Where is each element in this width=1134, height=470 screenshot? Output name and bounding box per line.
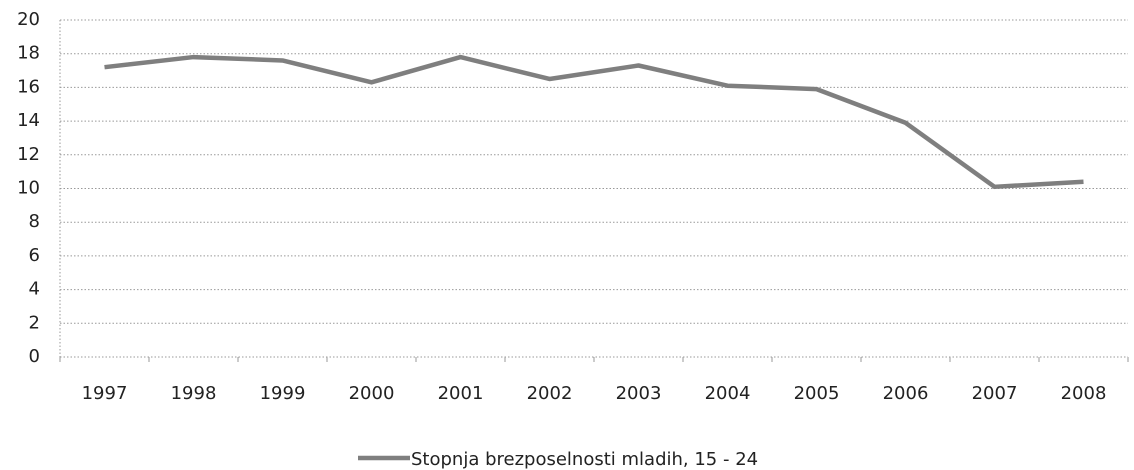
x-tick-label: 1999 xyxy=(260,383,306,404)
y-tick-label: 10 xyxy=(17,178,40,199)
x-tick-label: 2001 xyxy=(438,383,484,404)
x-tick-label: 2004 xyxy=(705,383,751,404)
x-tick-label: 2002 xyxy=(527,383,573,404)
y-tick-label: 12 xyxy=(17,144,40,165)
x-tick-label: 1997 xyxy=(82,383,128,404)
y-tick-label: 2 xyxy=(29,312,40,333)
y-tick-label: 6 xyxy=(29,245,40,266)
legend-label: Stopnja brezposelnosti mladih, 15 - 24 xyxy=(411,449,758,470)
series-line xyxy=(104,54,1084,190)
x-tick-label: 2007 xyxy=(972,383,1018,404)
x-tick-label: 1998 xyxy=(171,383,217,404)
x-tick-label: 2006 xyxy=(883,383,929,404)
y-tick-label: 16 xyxy=(17,76,40,97)
y-tick-label: 14 xyxy=(17,110,40,131)
x-tick-label: 2008 xyxy=(1061,383,1107,404)
x-tick-label: 2000 xyxy=(349,383,395,404)
y-tick-label: 4 xyxy=(29,279,40,300)
x-tick-label: 2003 xyxy=(616,383,662,404)
y-tick-label: 18 xyxy=(17,43,40,64)
y-tick-label: 20 xyxy=(17,9,40,30)
y-tick-label: 0 xyxy=(29,346,40,367)
x-tick-label: 2005 xyxy=(794,383,840,404)
y-tick-label: 8 xyxy=(29,211,40,232)
